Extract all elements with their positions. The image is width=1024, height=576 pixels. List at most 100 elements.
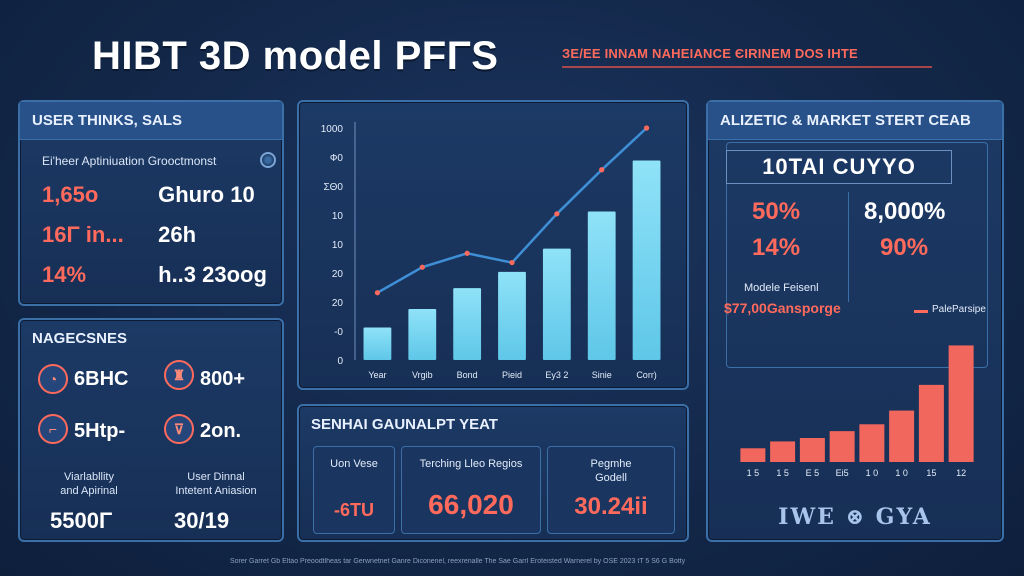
user-thinks-subheading: Ei'heer Aptiniuation Grooctmonst (42, 154, 217, 168)
sentiment-cell: Terching Lleo Regios 66,020 (401, 446, 541, 534)
subtitle-underline (562, 66, 932, 68)
bar (453, 288, 482, 360)
footer-fineprint: Sorer Garret Gb Eltao Preoodtlheas tar G… (230, 558, 686, 565)
x-tick-label: Pieid (502, 370, 522, 380)
market-bar (918, 384, 944, 462)
metric-value: 14% (42, 262, 87, 287)
bar (408, 308, 437, 360)
x-tick-label: Sinie (592, 370, 612, 380)
market-summary-box (726, 142, 988, 368)
cup-icon: ⊽ (164, 414, 194, 444)
sentiment-panel: SENΗAI GAUNALPT YEAT Uon Vese -6TU Terch… (297, 404, 689, 542)
model-value: $77,00Gansporge (724, 300, 841, 316)
globe-icon (260, 152, 276, 168)
sentiment-cell-label: Uon Vese (330, 458, 378, 470)
nagecsnes-value: 5Htp- (74, 420, 126, 442)
trend-point (374, 290, 381, 296)
x-tick-label: Bond (457, 370, 478, 380)
growth-chart: 1000 Ф0 ΣΘ0 10 10 20 20 -0 0 Year Vrgib Bond Pieid Ey… (321, 122, 661, 380)
market-x-tick-label: 1 0 (895, 468, 908, 478)
market-bar (799, 438, 825, 462)
stat-label: User Dinnal Intetent Aniasion (175, 471, 257, 497)
trend-point (643, 125, 650, 131)
market-divider (848, 192, 849, 302)
user-thinks-panel: USER THINKS, SALS Ei'heer Aptiniuation G… (18, 100, 284, 306)
metric-row: 14% h..3 23oog (42, 262, 267, 288)
nagecsnes-heading: NAGECSNES (32, 330, 128, 347)
sentiment-heading: SENΗAI GAUNALPT YEAT (311, 416, 498, 433)
x-tick-label: Corr) (636, 370, 657, 380)
y-tick-label: 20 (332, 298, 344, 309)
sentiment-cell-value: 30.24ii (574, 493, 648, 520)
y-tick-label: -0 (334, 327, 343, 338)
legend-swatch (914, 310, 928, 313)
market-bar (740, 448, 766, 462)
metric-detail: Ghuro 10 (158, 182, 255, 207)
y-tick-label: 10 (332, 240, 344, 251)
stat-label: Viarlabllity and Apirinal (60, 471, 118, 497)
sentiment-cell-label: Terching Lleo Regios (419, 458, 523, 470)
market-heading: ALIZETIC & MARKET STERT CEAB (708, 102, 1002, 140)
market-footer-logo: IWE ⊗ GYA (778, 504, 932, 530)
y-tick-label: 0 (337, 356, 343, 367)
y-tick-label: ΣΘ0 (323, 182, 343, 193)
metric-row: 16Γ in... 26h (42, 222, 196, 248)
chat-icon: ⌐ (38, 414, 68, 444)
sentiment-cell-label: Pegmhe Godell (590, 458, 632, 484)
trend-point (464, 250, 470, 256)
stat-value: 5500Γ (50, 508, 113, 533)
growth-chart-panel: 1000 Ф0 ΣΘ0 10 10 20 20 -0 0 Year Vrgib Bond Pieid Ey… (297, 100, 689, 390)
trend-point (419, 264, 425, 270)
page-title: HIBT 3D model PFΓS (92, 34, 499, 78)
market-x-tick-label: 1 0 (866, 468, 879, 478)
legend-label: PaleParsipe (932, 304, 986, 315)
y-tick-label: 10 (332, 211, 344, 222)
user-thinks-heading: USER THINKS, SALS (20, 102, 282, 140)
y-tick-label: 1000 (321, 124, 344, 135)
market-pct: 90% (880, 234, 929, 261)
stat-value: 30/19 (174, 508, 230, 533)
trend-point (554, 211, 560, 217)
sentiment-cell-value: -6TU (334, 500, 374, 520)
page-subtitle: ЗЕ/ЕЕ INNAM NAHEIANCE ЄIRINEM DOS IHTE (562, 46, 858, 61)
nagecsnes-value: 2on. (200, 420, 242, 442)
nagecsnes-value: 6BHC (74, 368, 129, 390)
x-tick-label: Year (368, 370, 386, 380)
market-bar-chart: 1 5 1 5 E 5 Ei5 1 0 1 0 15 12 (740, 345, 974, 478)
metric-detail: 26h (158, 222, 197, 247)
trend-point (599, 167, 605, 173)
market-pct: 50% (752, 198, 801, 225)
sentiment-cell: Uon Vese -6TU (313, 446, 395, 534)
market-x-tick-label: 12 (956, 468, 966, 478)
sentiment-cell: Pegmhe Godell 30.24ii (547, 446, 675, 534)
bar (542, 248, 571, 360)
market-bar (889, 410, 915, 462)
market-pct: 8,000% (864, 198, 946, 225)
model-label: Modele Feisenl (744, 282, 819, 294)
market-bar (859, 424, 885, 462)
bar (587, 211, 616, 360)
market-x-tick-label: Ei5 (836, 468, 849, 478)
metric-detail: h..3 23oog (158, 262, 267, 287)
trophy-icon: ♜ (164, 360, 194, 390)
market-x-tick-label: E 5 (806, 468, 820, 478)
y-tick-label: Ф0 (330, 153, 344, 164)
market-bar (770, 441, 796, 462)
market-x-tick-label: 15 (926, 468, 936, 478)
market-box-title: 10TAI CUΥΥO (726, 150, 952, 184)
market-panel: ALIZETIC & MARKET STERT CEAB 10TAI CUΥΥO… (706, 100, 1004, 542)
bar (363, 327, 392, 360)
market-bar (829, 431, 855, 462)
market-x-tick-label: 1 5 (747, 468, 760, 478)
y-tick-label: 20 (332, 269, 344, 280)
metric-value: 16Γ in... (42, 222, 124, 247)
x-tick-label: Ey3 2 (545, 370, 568, 380)
nagecsnes-panel: NAGECSNES ◔ 6BHC ♜ 800+ ⌐ 5Htp- ⊽ 2on. V… (18, 318, 284, 542)
bar (498, 271, 526, 360)
metric-row: 1,65o Ghuro 10 (42, 182, 255, 208)
x-tick-label: Vrgib (412, 370, 433, 380)
market-x-tick-label: 1 5 (776, 468, 789, 478)
metric-value: 1,65o (42, 182, 99, 207)
bar (632, 160, 661, 360)
nagecsnes-value: 800+ (200, 368, 246, 390)
